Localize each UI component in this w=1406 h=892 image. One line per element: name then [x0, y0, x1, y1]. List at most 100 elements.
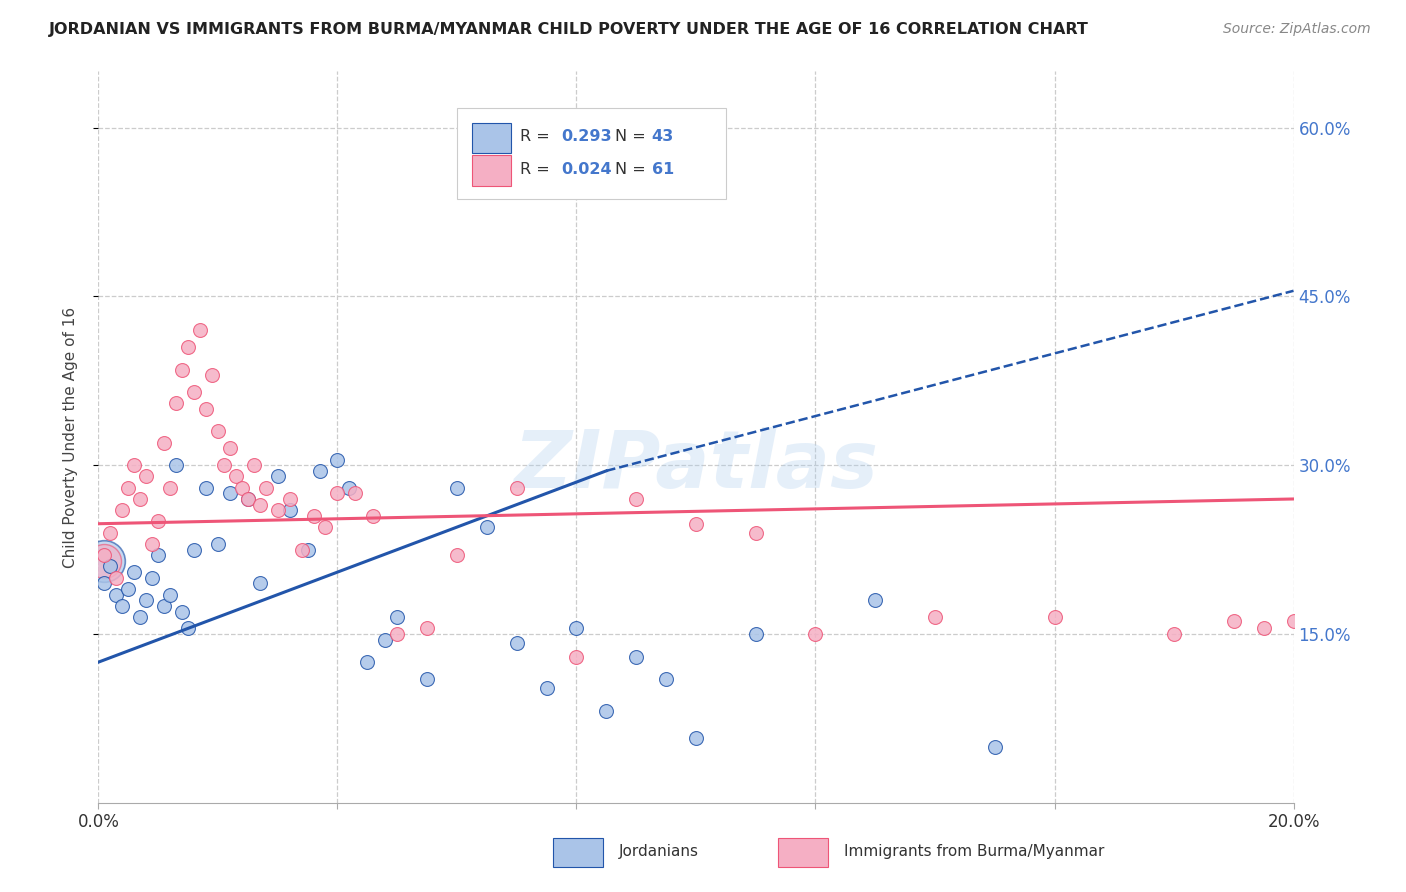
Point — [655, 672, 678, 686]
Point — [124, 565, 146, 579]
Point — [1043, 610, 1066, 624]
Point — [1282, 614, 1305, 628]
Point — [111, 503, 134, 517]
Point — [159, 481, 181, 495]
Point — [302, 508, 325, 523]
Point — [865, 593, 887, 607]
Point — [315, 520, 337, 534]
Point — [475, 520, 498, 534]
Point — [225, 469, 247, 483]
Point — [374, 632, 396, 647]
Point — [1223, 614, 1246, 628]
Point — [117, 481, 139, 495]
Point — [111, 599, 134, 613]
Point — [98, 559, 122, 574]
Point — [626, 491, 648, 506]
Point — [207, 537, 229, 551]
Point — [141, 537, 163, 551]
Point — [183, 385, 205, 400]
Point — [254, 481, 277, 495]
Point — [188, 323, 211, 337]
Point — [326, 486, 349, 500]
Point — [207, 425, 229, 439]
Point — [93, 548, 115, 562]
Point — [172, 362, 194, 376]
Point — [745, 525, 768, 540]
Point — [93, 576, 115, 591]
Point — [297, 542, 319, 557]
Point — [249, 576, 271, 591]
Point — [177, 621, 200, 635]
Point — [745, 627, 768, 641]
Point — [685, 516, 707, 531]
Text: 61: 61 — [652, 161, 673, 177]
Point — [278, 503, 301, 517]
Point — [1163, 627, 1185, 641]
FancyBboxPatch shape — [472, 122, 510, 153]
Text: 0.293: 0.293 — [561, 129, 612, 144]
Point — [267, 469, 290, 483]
Point — [195, 481, 218, 495]
Point — [201, 368, 224, 383]
FancyBboxPatch shape — [457, 108, 725, 200]
Point — [236, 491, 259, 506]
Point — [595, 704, 617, 718]
Text: N =: N = — [614, 161, 651, 177]
Point — [243, 458, 266, 473]
Point — [565, 621, 588, 635]
Point — [129, 610, 152, 624]
Point — [446, 548, 468, 562]
Point — [105, 588, 128, 602]
Point — [148, 515, 170, 529]
Point — [177, 340, 200, 354]
Point — [984, 739, 1007, 754]
Point — [183, 542, 205, 557]
Point — [363, 508, 385, 523]
Point — [98, 525, 122, 540]
Point — [506, 481, 529, 495]
Point — [506, 636, 529, 650]
Point — [165, 396, 187, 410]
Point — [135, 469, 157, 483]
Point — [153, 435, 176, 450]
Point — [124, 458, 146, 473]
Point — [339, 481, 361, 495]
Point — [219, 442, 242, 456]
Point — [236, 491, 259, 506]
Point — [565, 649, 588, 664]
Point — [93, 554, 115, 568]
Text: 0.024: 0.024 — [561, 161, 612, 177]
Text: Immigrants from Burma/Myanmar: Immigrants from Burma/Myanmar — [844, 845, 1104, 859]
Text: Source: ZipAtlas.com: Source: ZipAtlas.com — [1223, 22, 1371, 37]
Point — [219, 486, 242, 500]
Point — [141, 571, 163, 585]
Text: N =: N = — [614, 129, 651, 144]
Point — [267, 503, 290, 517]
FancyBboxPatch shape — [472, 155, 510, 186]
Point — [344, 486, 367, 500]
Point — [685, 731, 707, 745]
Point — [278, 491, 301, 506]
Point — [308, 464, 330, 478]
Y-axis label: Child Poverty Under the Age of 16: Child Poverty Under the Age of 16 — [63, 307, 77, 567]
Point — [231, 481, 253, 495]
Point — [291, 542, 314, 557]
Point — [249, 498, 271, 512]
Point — [172, 605, 194, 619]
Point — [93, 554, 115, 568]
Point — [804, 627, 827, 641]
Point — [135, 593, 157, 607]
Point — [356, 655, 378, 669]
Point — [148, 548, 170, 562]
Point — [212, 458, 235, 473]
Point — [416, 672, 439, 686]
Text: ZIPatlas: ZIPatlas — [513, 427, 879, 506]
Text: JORDANIAN VS IMMIGRANTS FROM BURMA/MYANMAR CHILD POVERTY UNDER THE AGE OF 16 COR: JORDANIAN VS IMMIGRANTS FROM BURMA/MYANM… — [49, 22, 1090, 37]
Point — [153, 599, 176, 613]
Point — [129, 491, 152, 506]
Text: 43: 43 — [652, 129, 673, 144]
Point — [416, 621, 439, 635]
Point — [446, 481, 468, 495]
Text: R =: R = — [520, 161, 555, 177]
Text: R =: R = — [520, 129, 555, 144]
